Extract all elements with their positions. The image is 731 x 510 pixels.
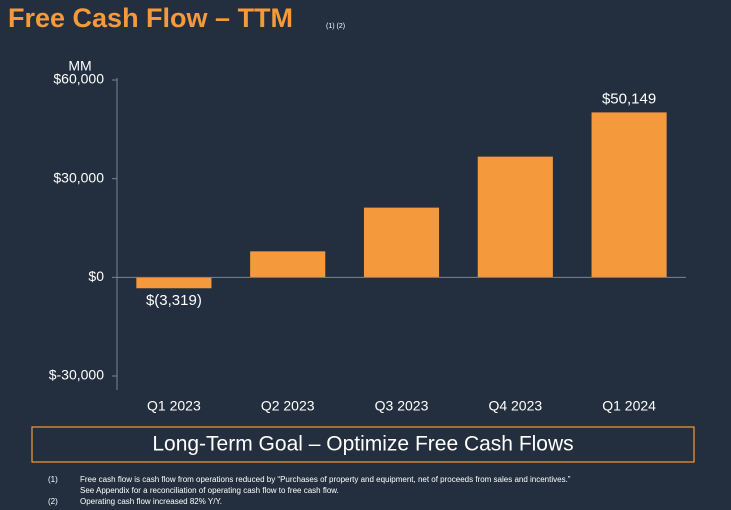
y-tick-label: $0	[88, 268, 104, 284]
slide-title: Free Cash Flow – TTM	[8, 3, 293, 33]
bar	[136, 277, 212, 289]
x-tick-label: Q4 2023	[488, 398, 542, 414]
x-tick-label: Q3 2023	[375, 398, 429, 414]
goal-box	[31, 426, 695, 463]
bar	[591, 112, 667, 278]
y-tick-label: $30,000	[53, 169, 104, 185]
footnote-text: See Appendix for a reconciliation of ope…	[80, 486, 339, 495]
y-tick-label: $60,000	[53, 71, 104, 87]
footnote-marker: (2)	[48, 497, 58, 506]
footnote-text: Free cash flow is cash flow from operati…	[80, 475, 571, 484]
title-notes: (1) (2)	[326, 23, 345, 30]
x-tick-label: Q2 2023	[261, 398, 315, 414]
x-tick-label: Q1 2023	[147, 398, 201, 414]
y-unit: MM	[68, 58, 91, 74]
goal-text: Long-Term Goal – Optimize Free Cash Flow…	[152, 433, 573, 456]
bar	[363, 207, 440, 278]
footnote-marker: (1)	[48, 475, 58, 484]
value-label: $(3,319)	[146, 292, 202, 309]
bar	[250, 251, 326, 278]
y-tick-label: $-30,000	[49, 367, 104, 383]
footnote-text: Operating cash flow increased 82% Y/Y.	[80, 497, 222, 506]
bar	[477, 156, 553, 278]
x-tick-label: Q1 2024	[602, 398, 656, 414]
value-label: $50,149	[602, 90, 656, 107]
